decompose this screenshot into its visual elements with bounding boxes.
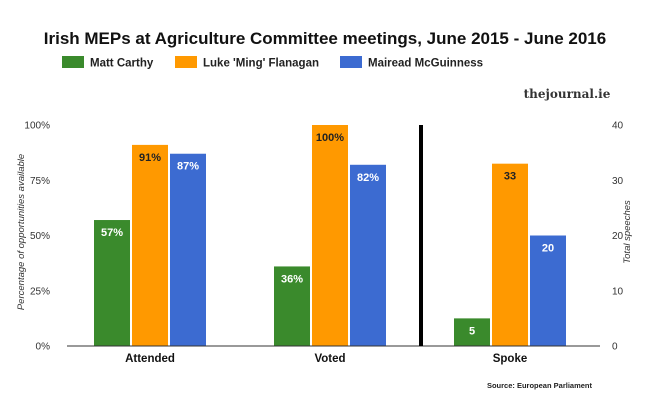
left-ticks-label-0: 0% [36,342,51,353]
bar-voted-2 [350,164,386,346]
right-axis-title: Total speeches [622,200,633,264]
category-labels: Attended Voted Spoke [125,353,527,365]
legend-label-1: Luke 'Ming' Flanagan [203,58,319,70]
right-ticks-label-2: 20 [612,231,624,242]
category-label-1: Voted [314,353,345,365]
data-label-spoke-1: 33 [504,171,516,183]
left-axis-ticks: 0% 25% 50% 75% 100% [24,121,50,353]
right-ticks-label-4: 40 [612,121,624,132]
left-ticks-label-2: 50% [30,231,50,242]
left-axis-title: Percentage of opportunities available [16,154,27,310]
legend-label-2: Mairead McGuinness [368,58,483,70]
data-label-voted-1: 100% [316,132,344,144]
legend-swatch-2 [340,56,362,68]
right-ticks-label-1: 10 [612,286,624,297]
data-label-attended-2: 87% [177,161,199,173]
category-label-2: Spoke [493,353,528,365]
legend-swatch-1 [175,56,197,68]
right-axis-ticks: 0 10 20 30 40 [612,121,624,353]
data-label-attended-1: 91% [139,152,161,164]
legend-swatch-0 [62,56,84,68]
bar-voted-0 [274,266,310,346]
bar-spoke-1 [492,163,528,346]
bar-attended-0 [94,220,130,346]
bar-spoke-0 [454,318,490,346]
brand-logo-text: thejournal.ie [524,87,611,101]
source-note: Source: European Parliament [487,381,593,390]
data-label-spoke-2: 20 [542,243,554,255]
data-label-attended-0: 57% [101,227,123,239]
bar-spoke-2 [530,235,566,346]
bar-attended-2 [170,153,206,346]
category-label-0: Attended [125,353,175,365]
bar-attended-1 [132,144,168,346]
bar-voted-1 [312,125,348,346]
data-label-voted-2: 82% [357,172,379,184]
bars: 57% 91% 87% 36% 100% 82% 5 33 20 [94,125,566,346]
legend-label-0: Matt Carthy [90,58,154,70]
data-label-voted-0: 36% [281,273,303,285]
right-ticks-label-3: 30 [612,176,624,187]
right-ticks-label-0: 0 [612,342,618,353]
left-ticks-label-4: 100% [24,121,50,132]
left-ticks-label-1: 25% [30,286,50,297]
chart-title: Irish MEPs at Agriculture Committee meet… [44,29,606,48]
left-ticks-label-3: 75% [30,176,50,187]
data-label-spoke-0: 5 [469,325,475,337]
legend: Matt Carthy Luke 'Ming' Flanagan Mairead M… [62,56,483,70]
